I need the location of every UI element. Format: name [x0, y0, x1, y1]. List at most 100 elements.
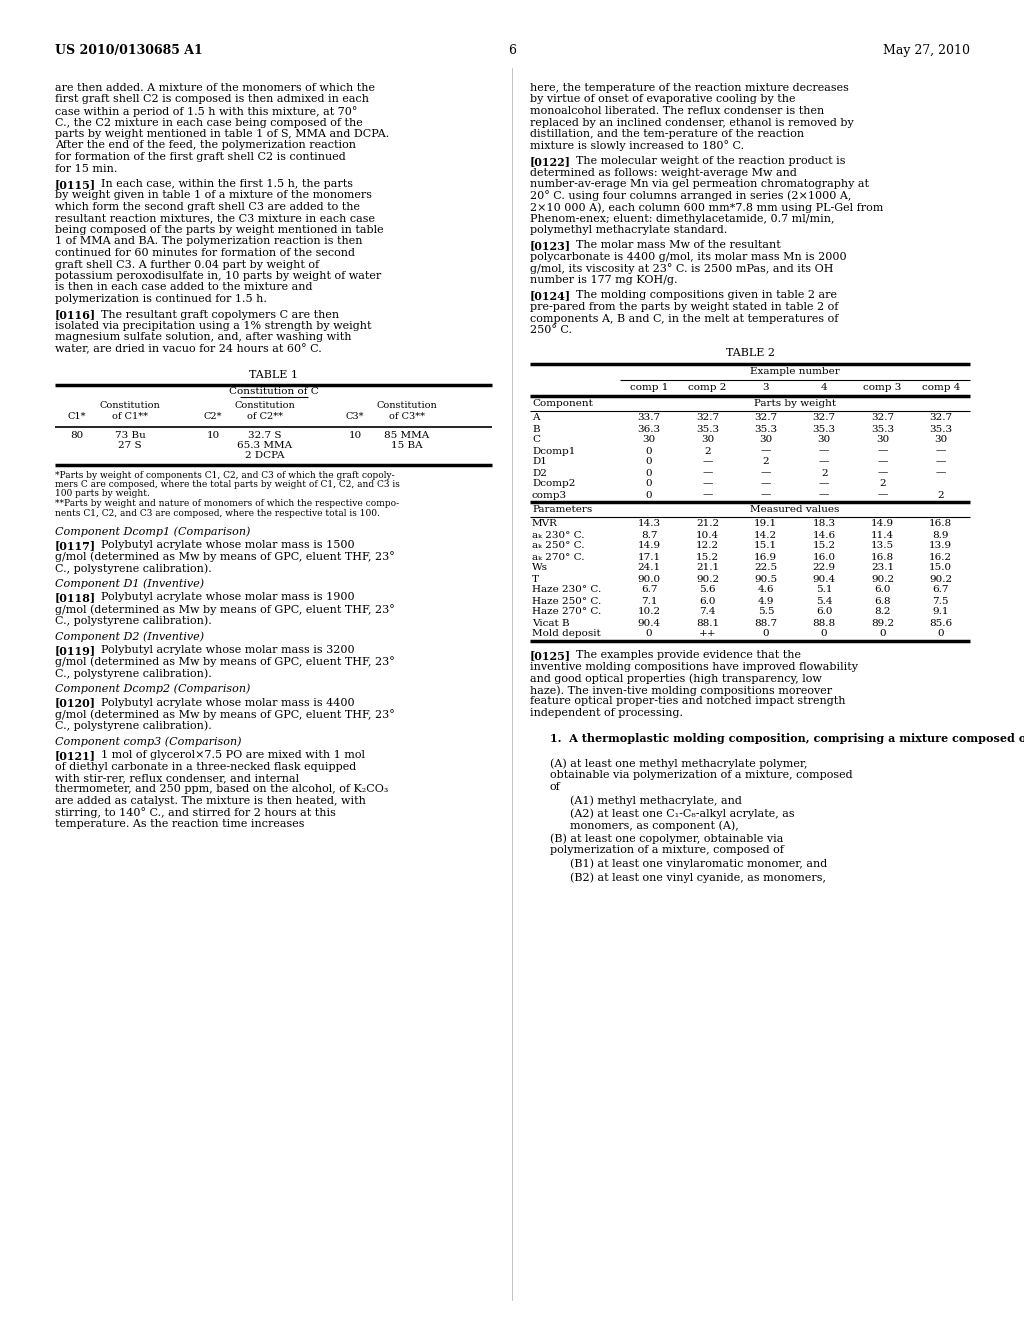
- Text: comp 2: comp 2: [688, 383, 727, 392]
- Text: [0115]: [0115]: [55, 180, 96, 190]
- Text: [0125]: [0125]: [530, 651, 571, 661]
- Text: polycarbonate is 4400 g/mol, its molar mass Mn is 2000: polycarbonate is 4400 g/mol, its molar m…: [530, 252, 847, 261]
- Text: 13.9: 13.9: [929, 541, 952, 550]
- Text: —: —: [761, 446, 771, 455]
- Text: C2*: C2*: [204, 412, 222, 421]
- Text: —: —: [819, 446, 829, 455]
- Text: g/mol (determined as Mw by means of GPC, eluent THF, 23°: g/mol (determined as Mw by means of GPC,…: [55, 605, 394, 615]
- Text: 65.3 MMA: 65.3 MMA: [238, 441, 293, 450]
- Text: 7.1: 7.1: [641, 597, 657, 606]
- Text: 0: 0: [646, 469, 652, 478]
- Text: g/mol (determined as Mw by means of GPC, eluent THF, 23°: g/mol (determined as Mw by means of GPC,…: [55, 552, 394, 562]
- Text: Phenom-enex; eluent: dimethylacetamide, 0.7 ml/min,: Phenom-enex; eluent: dimethylacetamide, …: [530, 214, 835, 223]
- Text: 14.9: 14.9: [638, 541, 660, 550]
- Text: aₖ 230° C.: aₖ 230° C.: [532, 531, 585, 540]
- Text: Example number: Example number: [751, 367, 840, 375]
- Text: 24.1: 24.1: [638, 564, 660, 573]
- Text: replaced by an inclined condenser, ethanol is removed by: replaced by an inclined condenser, ethan…: [530, 117, 854, 128]
- Text: 12.2: 12.2: [696, 541, 719, 550]
- Text: 30: 30: [700, 436, 714, 445]
- Text: 7.5: 7.5: [933, 597, 949, 606]
- Text: [0123]: [0123]: [530, 240, 571, 252]
- Text: of diethyl carbonate in a three-necked flask equipped: of diethyl carbonate in a three-necked f…: [55, 762, 356, 771]
- Text: of C1**: of C1**: [112, 412, 148, 421]
- Text: TABLE 2: TABLE 2: [725, 348, 774, 359]
- Text: distillation, and the tem-perature of the reaction: distillation, and the tem-perature of th…: [530, 129, 804, 139]
- Text: Parts by weight: Parts by weight: [754, 399, 836, 408]
- Text: for 15 min.: for 15 min.: [55, 164, 118, 173]
- Text: comp3: comp3: [532, 491, 567, 499]
- Text: 5.1: 5.1: [816, 586, 833, 594]
- Text: feature optical proper-ties and notched impact strength: feature optical proper-ties and notched …: [530, 697, 846, 706]
- Text: 8.9: 8.9: [933, 531, 949, 540]
- Text: haze). The inven-tive molding compositions moreover: haze). The inven-tive molding compositio…: [530, 685, 833, 696]
- Text: [0119]: [0119]: [55, 645, 96, 656]
- Text: C1*: C1*: [68, 412, 86, 421]
- Text: by weight given in table 1 of a mixture of the monomers: by weight given in table 1 of a mixture …: [55, 190, 372, 201]
- Text: Constitution: Constitution: [99, 401, 161, 411]
- Text: The molding compositions given in table 2 are: The molding compositions given in table …: [575, 290, 837, 301]
- Text: 73 Bu: 73 Bu: [115, 430, 145, 440]
- Text: Dcomp1: Dcomp1: [532, 446, 575, 455]
- Text: comp 4: comp 4: [922, 383, 961, 392]
- Text: (B) at least one copolymer, obtainable via: (B) at least one copolymer, obtainable v…: [550, 833, 783, 843]
- Text: 4: 4: [821, 383, 827, 392]
- Text: 20° C. using four columns arranged in series (2×1000 A,: 20° C. using four columns arranged in se…: [530, 190, 851, 202]
- Text: —: —: [702, 458, 713, 466]
- Text: 14.9: 14.9: [871, 520, 894, 528]
- Text: polymerization is continued for 1.5 h.: polymerization is continued for 1.5 h.: [55, 294, 267, 304]
- Text: 2×10 000 A), each column 600 mm*7.8 mm using PL-Gel from: 2×10 000 A), each column 600 mm*7.8 mm u…: [530, 202, 884, 213]
- Text: May 27, 2010: May 27, 2010: [883, 44, 970, 57]
- Text: 5.5: 5.5: [758, 607, 774, 616]
- Text: 88.7: 88.7: [755, 619, 777, 627]
- Text: being composed of the parts by weight mentioned in table: being composed of the parts by weight me…: [55, 224, 384, 235]
- Text: The molar mass Mw of the resultant: The molar mass Mw of the resultant: [575, 240, 780, 251]
- Text: The molecular weight of the reaction product is: The molecular weight of the reaction pro…: [575, 156, 846, 166]
- Text: The resultant graft copolymers C are then: The resultant graft copolymers C are the…: [101, 309, 339, 319]
- Text: Polybutyl acrylate whose molar mass is 3200: Polybutyl acrylate whose molar mass is 3…: [101, 645, 354, 655]
- Text: inventive molding compositions have improved flowability: inventive molding compositions have impr…: [530, 663, 858, 672]
- Text: 0: 0: [821, 630, 827, 639]
- Text: 14.6: 14.6: [813, 531, 836, 540]
- Text: isolated via precipitation using a 1% strength by weight: isolated via precipitation using a 1% st…: [55, 321, 372, 331]
- Text: 6.8: 6.8: [874, 597, 891, 606]
- Text: (B2) at least one vinyl cyanide, as monomers,: (B2) at least one vinyl cyanide, as mono…: [570, 873, 826, 883]
- Text: pre-pared from the parts by weight stated in table 2 of: pre-pared from the parts by weight state…: [530, 302, 839, 312]
- Text: 0: 0: [880, 630, 886, 639]
- Text: **Parts by weight and nature of monomers of which the respective compo-: **Parts by weight and nature of monomers…: [55, 499, 399, 508]
- Text: (B1) at least one vinylaromatic monomer, and: (B1) at least one vinylaromatic monomer,…: [570, 858, 827, 869]
- Text: 90.2: 90.2: [696, 574, 719, 583]
- Text: 23.1: 23.1: [871, 564, 894, 573]
- Text: 89.2: 89.2: [871, 619, 894, 627]
- Text: 32.7: 32.7: [871, 413, 894, 422]
- Text: 30: 30: [642, 436, 655, 445]
- Text: independent of processing.: independent of processing.: [530, 708, 683, 718]
- Text: temperature. As the reaction time increases: temperature. As the reaction time increa…: [55, 818, 304, 829]
- Text: —: —: [878, 458, 888, 466]
- Text: aₖ 250° C.: aₖ 250° C.: [532, 541, 585, 550]
- Text: MVR: MVR: [532, 520, 558, 528]
- Text: 90.2: 90.2: [929, 574, 952, 583]
- Text: —: —: [878, 446, 888, 455]
- Text: 6: 6: [508, 44, 516, 57]
- Text: 15.1: 15.1: [755, 541, 777, 550]
- Text: 18.3: 18.3: [813, 520, 836, 528]
- Text: 15.2: 15.2: [813, 541, 836, 550]
- Text: 32.7 S: 32.7 S: [248, 430, 282, 440]
- Text: D2: D2: [532, 469, 547, 478]
- Text: [0117]: [0117]: [55, 540, 96, 550]
- Text: Measured values: Measured values: [751, 504, 840, 513]
- Text: aₖ 270° C.: aₖ 270° C.: [532, 553, 585, 561]
- Text: 1.  A thermoplastic molding composition, comprising a mixture composed of: 1. A thermoplastic molding composition, …: [550, 734, 1024, 744]
- Text: case within a period of 1.5 h with this mixture, at 70°: case within a period of 1.5 h with this …: [55, 106, 357, 117]
- Text: 30: 30: [759, 436, 772, 445]
- Text: 16.0: 16.0: [813, 553, 836, 561]
- Text: 88.1: 88.1: [696, 619, 719, 627]
- Text: 2: 2: [821, 469, 827, 478]
- Text: 30: 30: [817, 436, 830, 445]
- Text: and good optical properties (high transparency, low: and good optical properties (high transp…: [530, 673, 822, 684]
- Text: —: —: [819, 491, 829, 499]
- Text: —: —: [761, 491, 771, 499]
- Text: 14.3: 14.3: [638, 520, 660, 528]
- Text: Polybutyl acrylate whose molar mass is 1500: Polybutyl acrylate whose molar mass is 1…: [101, 540, 354, 550]
